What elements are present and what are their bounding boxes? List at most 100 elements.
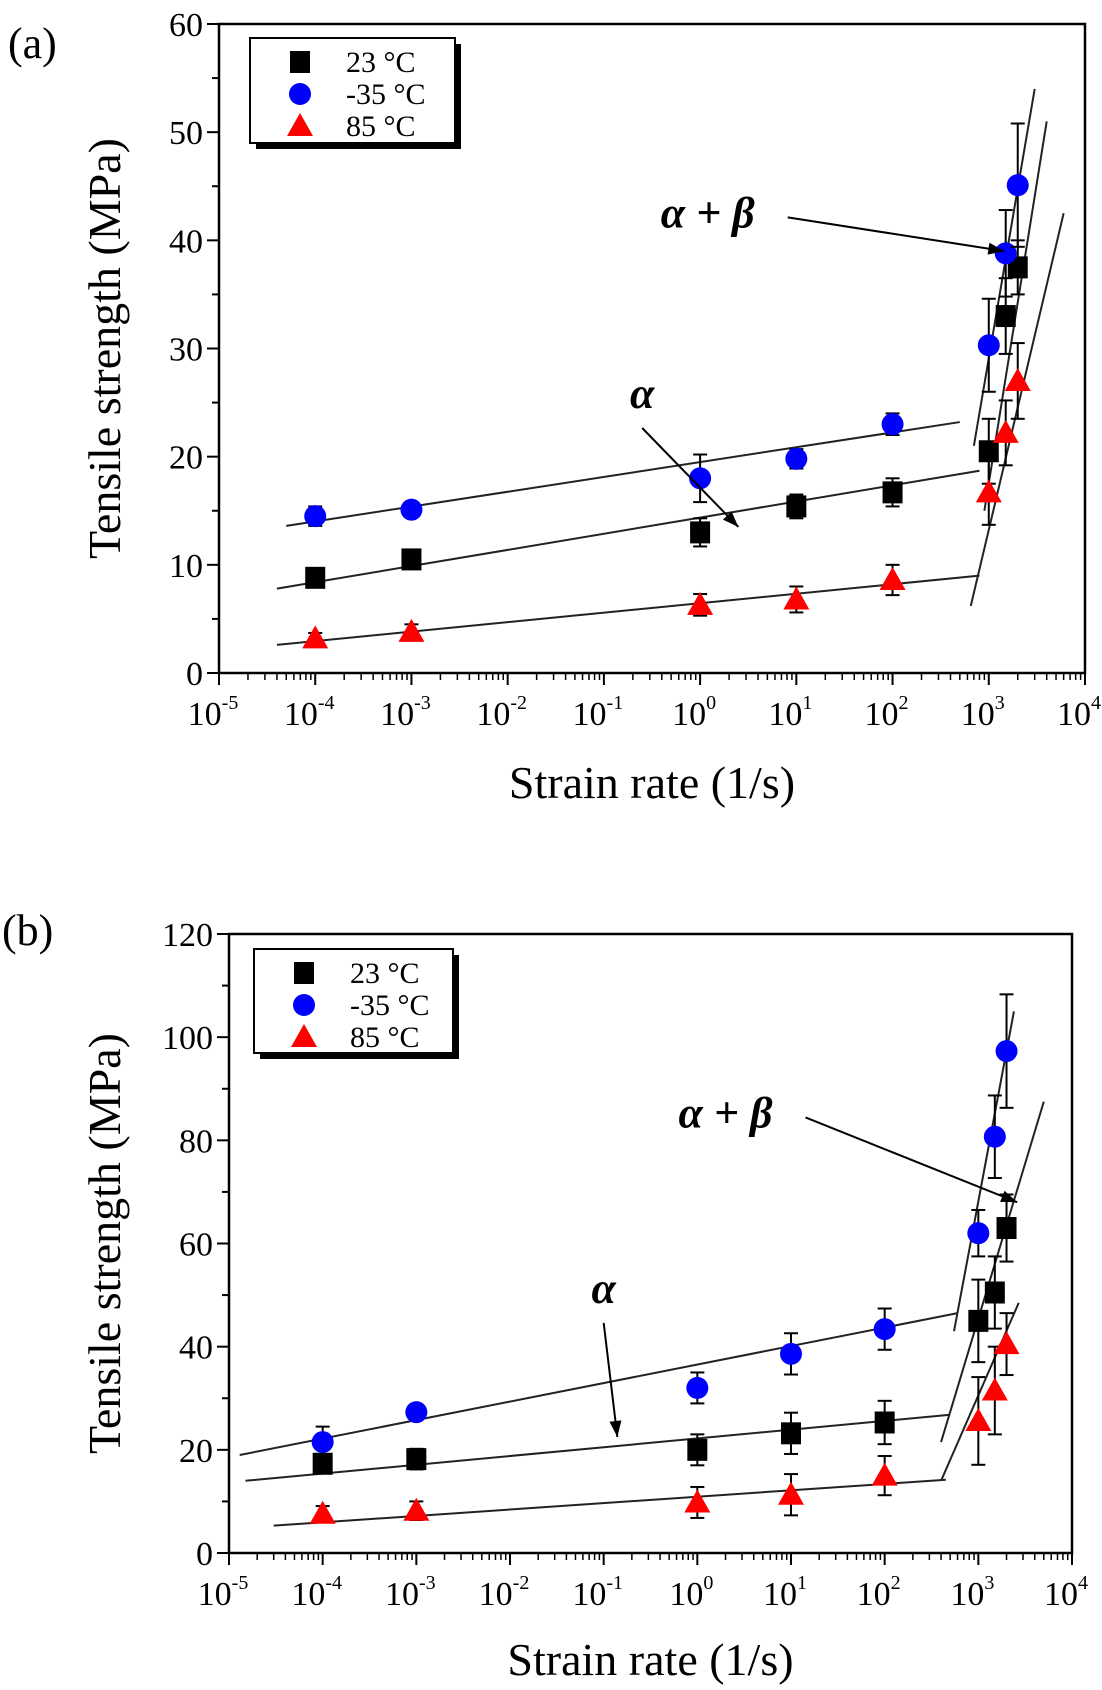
data-point (881, 413, 904, 436)
data-point (975, 479, 1002, 503)
x-tick-exponent: 1 (797, 1572, 807, 1594)
legend-marker (287, 113, 313, 136)
data-point (684, 1489, 711, 1513)
x-tick-base: 10 (672, 696, 706, 733)
fit-line-alpha (276, 574, 980, 646)
x-tick-base: 10 (198, 1576, 232, 1613)
y-tick-label: 10 (169, 548, 203, 585)
annotation-arrow (641, 427, 740, 528)
x-tick-base: 10 (865, 696, 899, 733)
x-tick-label: 10-5 (188, 692, 239, 733)
x-tick-label: 10-2 (476, 692, 527, 733)
y-tick-label: 40 (169, 223, 203, 260)
legend-label: 85 °C (346, 110, 416, 143)
legend-label: -35 °C (346, 78, 426, 111)
data-point (981, 1377, 1008, 1401)
annotation-arrow (805, 1116, 1018, 1204)
panel-label: (a) (8, 19, 57, 68)
x-tick-label: 104 (1044, 1572, 1088, 1613)
x-tick-base: 10 (857, 1576, 891, 1613)
data-point (687, 1438, 708, 1461)
x-tick-exponent: 3 (984, 1572, 994, 1594)
data-point (785, 447, 808, 470)
data-point (1004, 367, 1031, 391)
data-point (978, 440, 999, 463)
x-tick-label: 10-3 (385, 1572, 436, 1613)
x-axis-title: Strain rate (1/s) (507, 1634, 793, 1685)
series-square (312, 1193, 1017, 1475)
x-tick-exponent: -4 (318, 692, 335, 714)
data-point (873, 1318, 896, 1341)
y-tick-label: 80 (179, 1123, 213, 1160)
fit-line-alpha-beta (940, 1101, 1045, 1443)
annotation-arrow (602, 1322, 619, 1438)
y-tick-label: 50 (169, 115, 203, 152)
data-point (1007, 256, 1028, 279)
data-point (781, 1422, 801, 1445)
x-tick-exponent: 2 (899, 692, 909, 714)
x-tick-base: 10 (385, 1576, 419, 1613)
data-point (995, 1040, 1018, 1063)
data-point (405, 1401, 428, 1424)
legend-label: 85 °C (350, 1021, 420, 1054)
x-tick-label: 103 (961, 692, 1005, 733)
x-tick-label: 10-4 (284, 692, 335, 733)
data-point (686, 1376, 709, 1399)
x-tick-exponent: 0 (703, 1572, 713, 1594)
x-tick-base: 10 (572, 1576, 606, 1613)
data-point (403, 1497, 430, 1521)
data-point (302, 625, 329, 649)
panel-label: (b) (2, 906, 53, 955)
data-point (1006, 174, 1029, 197)
x-tick-base: 10 (476, 696, 510, 733)
x-tick-label: 103 (950, 1572, 994, 1613)
series-square (305, 239, 1028, 589)
legend-marker (294, 962, 314, 984)
x-tick-base: 10 (768, 696, 802, 733)
data-point (690, 521, 711, 544)
x-tick-exponent: 4 (1078, 1572, 1088, 1594)
x-tick-base: 10 (380, 696, 414, 733)
y-tick-label: 120 (162, 917, 213, 954)
data-point (995, 305, 1016, 328)
x-tick-exponent: -5 (222, 692, 239, 714)
fit-line-alpha (286, 421, 960, 527)
data-point (967, 1222, 990, 1245)
x-tick-base: 10 (291, 1576, 325, 1613)
x-tick-exponent: -2 (510, 692, 527, 714)
legend-marker (289, 83, 311, 105)
x-tick-base: 10 (573, 696, 607, 733)
y-tick-label: 30 (169, 332, 203, 369)
x-tick-label: 10-2 (479, 1572, 530, 1613)
data-point (968, 1309, 989, 1332)
x-tick-label: 100 (669, 1572, 713, 1613)
data-point (401, 548, 422, 571)
data-point (993, 1331, 1020, 1355)
legend-box (253, 948, 454, 1054)
series-circle (304, 122, 1029, 528)
data-point (687, 591, 714, 615)
x-tick-base: 10 (1057, 696, 1091, 733)
x-tick-exponent: -3 (419, 1572, 436, 1594)
data-point (305, 566, 326, 589)
data-point (984, 1281, 1005, 1304)
x-tick-label: 10-4 (291, 1572, 342, 1613)
x-tick-exponent: 4 (1091, 692, 1101, 714)
data-point (778, 1481, 804, 1505)
data-point (786, 495, 807, 518)
x-tick-base: 10 (1044, 1576, 1078, 1613)
x-tick-label: 10-3 (380, 692, 431, 733)
x-tick-exponent: -5 (232, 1572, 249, 1594)
x-tick-exponent: 1 (802, 692, 812, 714)
y-axis-title: Tensile strength (MPa) (79, 138, 130, 559)
data-point (406, 1448, 427, 1471)
x-tick-base: 10 (961, 696, 995, 733)
data-point (994, 242, 1017, 265)
data-point (400, 498, 423, 521)
x-tick-exponent: -3 (414, 692, 431, 714)
x-tick-label: 102 (857, 1572, 901, 1613)
annotation-label: α (591, 1264, 616, 1313)
x-tick-exponent: -1 (606, 1572, 623, 1594)
